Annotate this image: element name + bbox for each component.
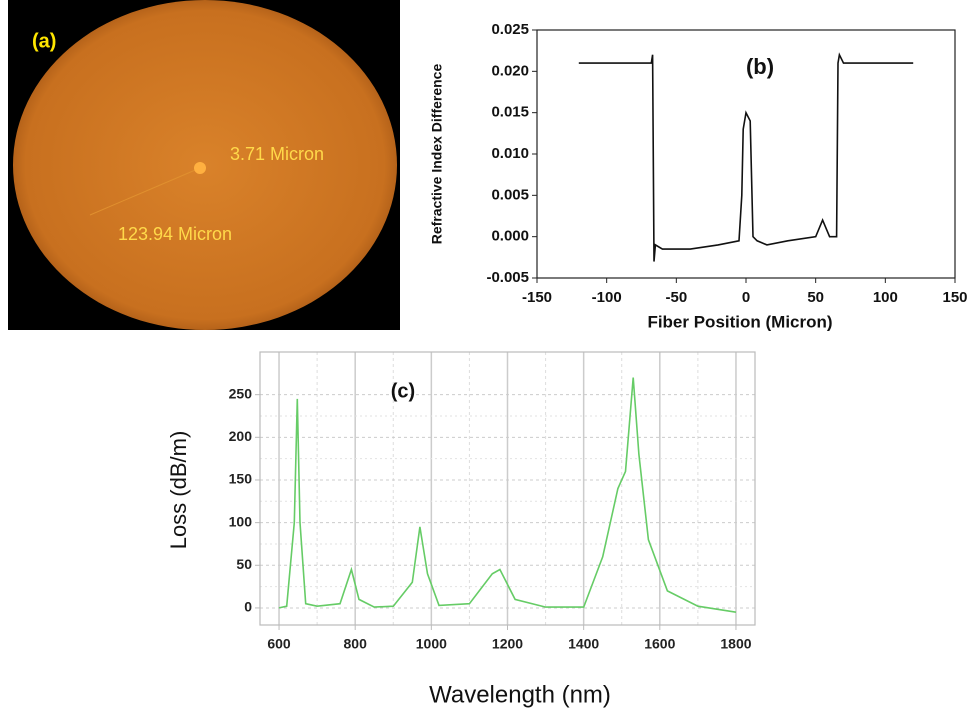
- x-tick-label: -50: [665, 289, 687, 306]
- diameter-line: [89, 167, 201, 216]
- x-tick-label: 100: [873, 289, 898, 306]
- x-tick-label: 50: [807, 289, 824, 306]
- x-tick-label: 1800: [720, 636, 751, 652]
- x-tick-label: 800: [344, 636, 368, 652]
- y-tick-label: 50: [236, 556, 252, 572]
- plot-frame: [536, 29, 956, 279]
- x-tick-label: -100: [592, 289, 622, 306]
- x-tick-label: 1600: [644, 636, 675, 652]
- x-axis-label: Wavelength (nm): [429, 681, 611, 708]
- y-tick-label: 200: [229, 428, 253, 444]
- x-tick-label: 150: [942, 289, 967, 306]
- x-tick-label: 600: [267, 636, 291, 652]
- y-tick-label: 0: [244, 599, 252, 615]
- chart-title: (c): [391, 380, 415, 402]
- x-tick-label: 1200: [492, 636, 523, 652]
- x-tick-label: 0: [742, 289, 750, 306]
- y-tick-label: 0.010: [491, 145, 529, 162]
- y-tick-label: 0.005: [491, 186, 529, 203]
- y-tick-label: 0.025: [491, 21, 529, 38]
- y-tick-label: 100: [229, 513, 253, 529]
- y-tick-label: 0.020: [491, 62, 529, 79]
- x-axis-label: Fiber Position (Micron): [647, 312, 832, 331]
- y-axis-label: Loss (dB/m): [166, 431, 191, 550]
- data-line: [278, 377, 737, 613]
- panel-a: (a) 3.71 Micron 123.94 Micron: [8, 0, 400, 330]
- y-tick-label: 0.000: [491, 228, 529, 245]
- annotation: 3.71 Micron: [230, 144, 324, 164]
- fiber-core: [194, 162, 206, 174]
- x-tick-label: 1000: [416, 636, 447, 652]
- y-tick-label: 250: [229, 385, 253, 401]
- x-tick-label: -150: [522, 289, 552, 306]
- plot-frame: [259, 351, 756, 626]
- data-line: [578, 52, 914, 262]
- panel-label: (a): [32, 30, 56, 52]
- y-axis-label: Refractive Index Difference: [429, 64, 445, 245]
- y-tick-label: 150: [229, 471, 253, 487]
- chart-title: (b): [746, 54, 774, 79]
- y-tick-label: 0.015: [491, 104, 529, 121]
- annotation: 123.94 Micron: [118, 224, 232, 244]
- x-tick-label: 1400: [568, 636, 599, 652]
- y-tick-label: -0.005: [486, 269, 529, 286]
